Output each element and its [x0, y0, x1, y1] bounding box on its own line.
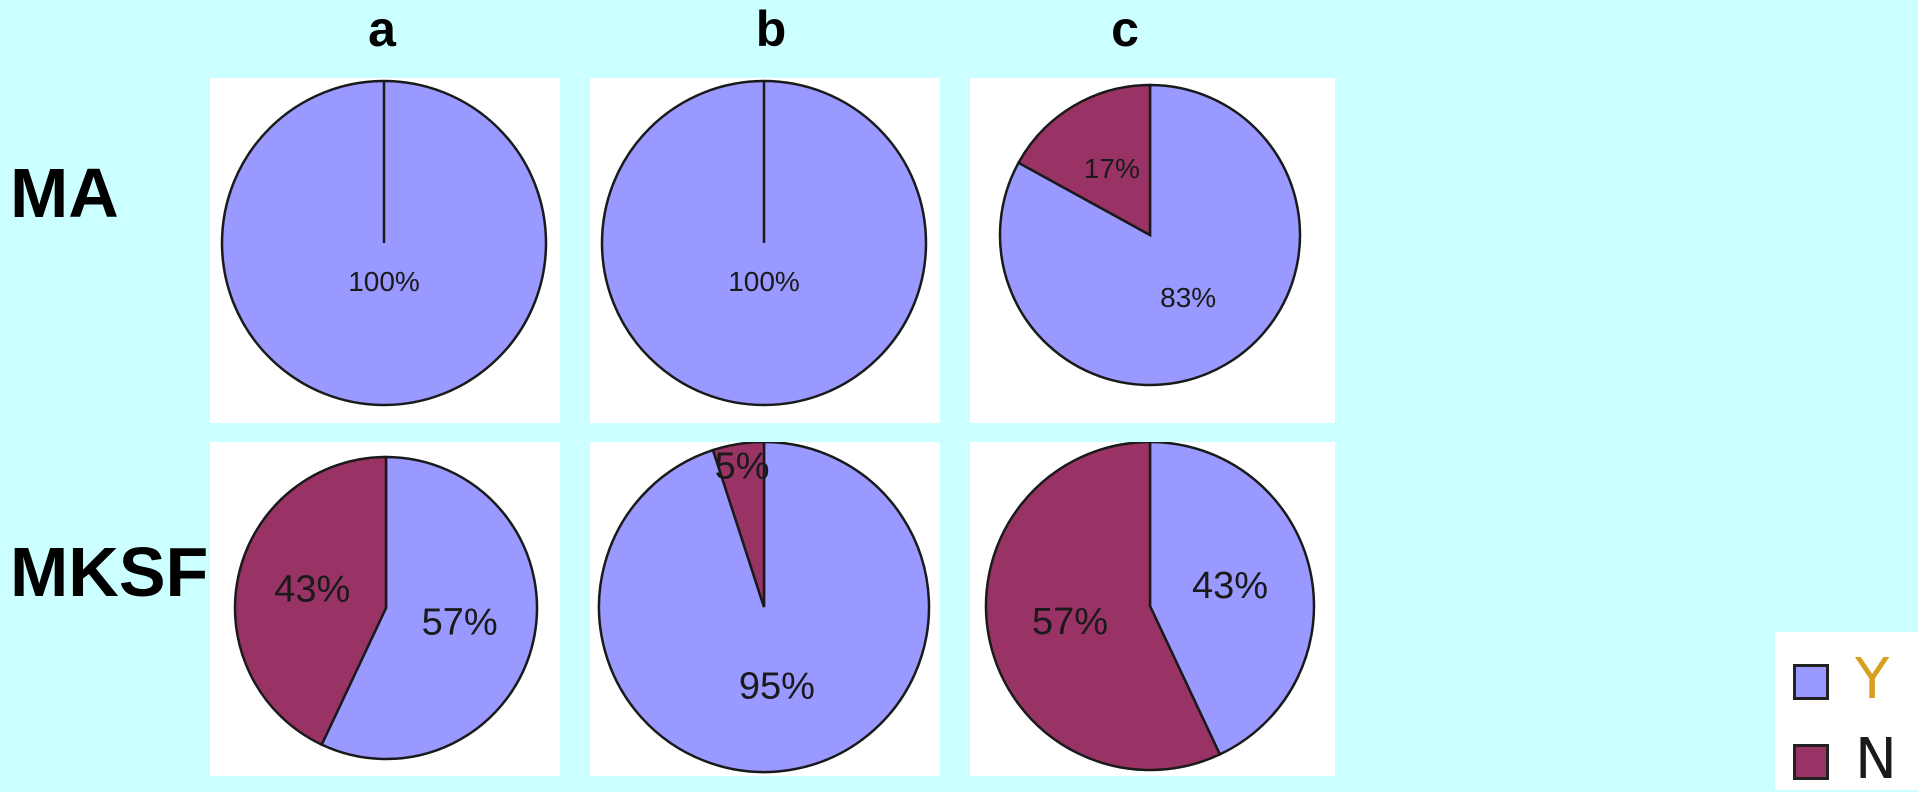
pie-label-mksf-b-n: 5% — [715, 446, 770, 488]
pie-chart-mksf-a: 57% 43% — [233, 455, 539, 761]
pie-panel-ma-c: 83% 17% — [970, 78, 1335, 423]
pie-label-mksf-b-y: 95% — [739, 666, 815, 708]
pie-panel-mksf-c: 43% 57% — [970, 442, 1335, 776]
pie-label-ma-c-n: 17% — [1084, 153, 1140, 184]
pie-slice-mksf-c-n — [984, 442, 1222, 772]
legend-label-y: Y — [1855, 647, 1890, 712]
legend-swatch-y — [1793, 664, 1829, 700]
pie-chart-ma-b: 100% — [600, 79, 928, 407]
pie-slice-mksf-a-y — [320, 455, 539, 761]
pie-label-mksf-c-n: 57% — [1032, 601, 1108, 643]
pie-label-mksf-a-n: 43% — [274, 569, 350, 611]
pie-panel-ma-b: 100% — [590, 78, 940, 423]
column-label-a: a — [368, 1, 396, 57]
pie-slice-mksf-b-n — [711, 442, 766, 608]
pie-panel-mksf-b: 95% 5% — [590, 442, 940, 776]
pie-slice-mksf-c-y — [1148, 442, 1316, 757]
pie-chart-ma-a: 100% — [220, 79, 548, 407]
column-label-b: b — [755, 1, 787, 57]
pie-chart-mksf-c: 43% 57% — [984, 442, 1316, 772]
pie-panel-ma-a: 100% — [210, 78, 560, 423]
pie-chart-mksf-b: 95% 5% — [597, 442, 931, 774]
row-label-ma: MA — [10, 154, 119, 232]
pie-chart-ma-c: 83% 17% — [998, 83, 1302, 387]
legend-label-n: N — [1855, 727, 1897, 792]
pie-slice-ma-c-n — [1016, 83, 1152, 238]
column-label-c: c — [1111, 1, 1139, 57]
pie-panel-mksf-a: 57% 43% — [210, 442, 560, 776]
pie-label-ma-a-y: 100% — [348, 266, 420, 297]
pie-label-ma-c-y: 83% — [1160, 282, 1216, 313]
pie-label-mksf-a-y: 57% — [422, 602, 498, 644]
chart-legend: Y N — [1775, 632, 1918, 790]
pie-label-ma-b-y: 100% — [728, 266, 800, 297]
legend-swatch-n — [1793, 744, 1829, 780]
row-label-mksf: MKSF — [10, 533, 209, 611]
pie-label-mksf-c-y: 43% — [1192, 565, 1268, 607]
pie-slice-mksf-a-n — [233, 455, 388, 747]
